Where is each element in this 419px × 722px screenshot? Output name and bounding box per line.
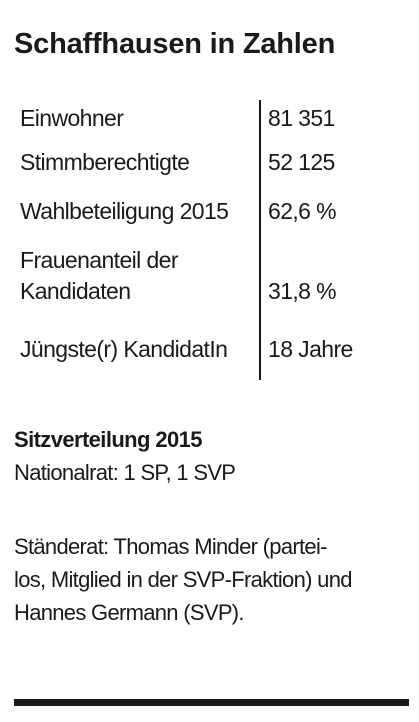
section-heading-sitzverteilung: Sitzverteilung 2015 (14, 427, 203, 452)
stats-label: Stimmberechtigte (20, 149, 190, 175)
stats-row-juengste: Jüngste(r) KandidatIn 18 Jahre (20, 334, 410, 371)
stats-label: Frauenanteil der Kandidaten (20, 247, 179, 304)
stats-value: 31,8 % (268, 278, 337, 304)
stats-label: Wahlbeteiligung 2015 (20, 198, 229, 224)
stats-value: 18 Jahre (268, 336, 353, 362)
stats-row-stimmberechtigte: Stimmberechtigte 52 125 (20, 147, 410, 196)
page-title: Schaffhausen in Zahlen (14, 28, 336, 60)
column-divider (259, 100, 261, 380)
stats-label: Einwohner (20, 105, 124, 131)
stats-value: 52 125 (268, 149, 335, 175)
stats-value: 62,6 % (268, 198, 337, 224)
stats-label: Jüngste(r) KandidatIn (20, 336, 228, 362)
bottom-rule (14, 699, 409, 706)
stats-value: 81 351 (268, 105, 335, 131)
stats-row-frauenanteil: Frauenanteil der Kandidaten 31,8 % (20, 245, 410, 334)
staenderat-text: Ständerat: Thomas Minder (partei-los, Mi… (14, 530, 410, 629)
stats-row-einwohner: Einwohner 81 351 (20, 103, 410, 147)
nationalrat-text: Nationalrat: 1 SP, 1 SVP (14, 460, 236, 485)
staenderat-text-content: Ständerat: Thomas Minder (partei-los, Mi… (14, 534, 352, 625)
stats-row-wahlbeteiligung: Wahlbeteiligung 2015 62,6 % (20, 196, 410, 245)
stats-table: Einwohner 81 351 Stimmberechtigte 52 125 W… (20, 103, 410, 371)
